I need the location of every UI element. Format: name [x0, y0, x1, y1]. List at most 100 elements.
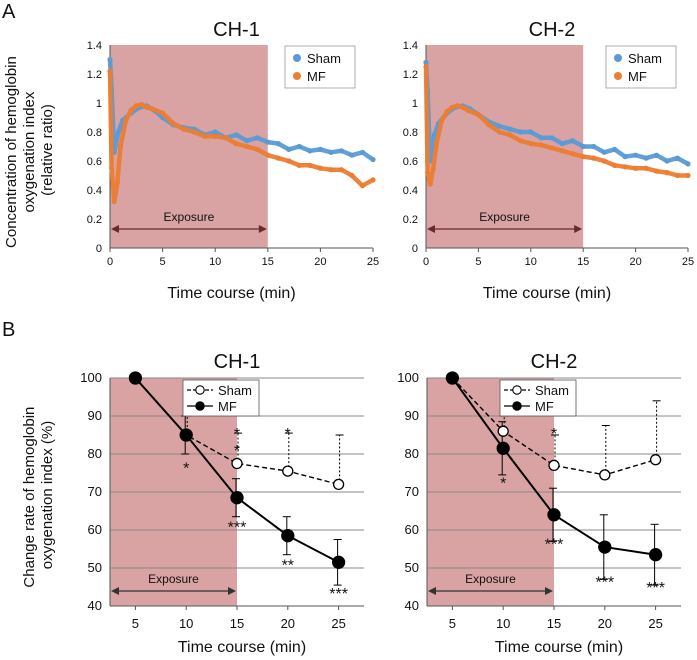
y-tick-label: 70 [405, 484, 419, 499]
data-point-sham [275, 141, 281, 147]
data-point-mf [664, 170, 670, 176]
data-point-mf [598, 540, 612, 554]
data-point-mf [423, 64, 429, 70]
data-point-mf [475, 112, 481, 118]
y-tick-label: 0.4 [403, 185, 418, 197]
data-point-mf [128, 107, 134, 113]
data-point-mf [427, 181, 433, 187]
data-point-sham [231, 457, 243, 470]
data-point-mf [244, 143, 250, 150]
y-tick-label: 100 [397, 370, 419, 385]
data-point-mf [496, 129, 502, 135]
x-tick-label: 25 [367, 256, 379, 268]
data-point-sham [643, 155, 649, 161]
exposure-arrow-head-left [428, 587, 436, 595]
data-point-mf [265, 152, 271, 158]
legend-label-mf: MF [218, 399, 237, 414]
y-tick-label: 1.2 [403, 69, 418, 81]
data-point-sham [115, 129, 122, 135]
data-point-mf [449, 104, 455, 110]
data-point-sham [370, 156, 376, 163]
data-point-mf [286, 158, 292, 164]
y-tick-label: 0.6 [403, 156, 418, 168]
data-point-mf [643, 165, 649, 171]
data-point-mf [114, 180, 120, 186]
data-point-mf [507, 132, 513, 138]
data-point-sham [286, 146, 292, 152]
data-point-mf [202, 133, 208, 139]
significance-marker: *** [646, 580, 665, 597]
data-point-mf [133, 103, 139, 109]
data-point-sham [649, 454, 662, 466]
data-point-sham [359, 149, 366, 155]
data-point-sham [622, 154, 628, 160]
data-point-mf [444, 109, 450, 115]
data-point-sham [423, 59, 429, 65]
data-point-mf [317, 165, 323, 171]
x-tick-label: 25 [331, 616, 345, 631]
data-point-mf [107, 68, 113, 74]
data-point-sham [570, 138, 576, 144]
y-tick-label: 1.2 [87, 69, 102, 81]
chart-title: CH-2 [529, 19, 576, 41]
data-point-mf [281, 529, 295, 543]
panel-a-ylabel-line-3: (relative ratio) [39, 104, 56, 196]
legend-marker-sham [195, 385, 205, 395]
data-point-mf [496, 441, 510, 455]
chart-b-ch2: 40 50 60 70 80 90 100 5 10 15 20 25 CH-2 Time course … [397, 351, 681, 656]
legend-label-mf: MF [535, 399, 554, 414]
data-point-mf [570, 151, 576, 157]
x-tick-label: 5 [132, 616, 139, 631]
data-point-mf [445, 371, 460, 385]
y-tick-label: 90 [88, 408, 102, 423]
data-point-sham [212, 129, 218, 135]
exposure-arrow-head-left [427, 225, 435, 233]
data-point-mf [528, 141, 534, 147]
significance-marker: *** [228, 519, 247, 536]
legend-marker-sham [512, 385, 522, 395]
legend-marker-sham [614, 54, 622, 62]
x-tick-label: 10 [525, 256, 537, 268]
data-point-mf [601, 158, 607, 164]
data-point-mf [359, 183, 366, 189]
chart-a-ch1: 0 0.2 0.4 0.6 0.8 1 1.2 1.4 0 5 10 15 20 25 CH-1 Time c… [87, 19, 379, 302]
legend-marker-mf [195, 401, 205, 411]
data-point-mf [486, 122, 492, 128]
x-axis-label: Time course (min) [483, 285, 611, 302]
x-tick-label: 5 [449, 616, 456, 631]
data-point-mf [465, 107, 471, 113]
chart-title: CH-1 [214, 351, 261, 373]
legend-box [499, 379, 577, 417]
x-tick-label: 0 [107, 256, 113, 268]
y-tick-label: 0.2 [87, 214, 102, 226]
data-point-sham [338, 148, 345, 154]
data-point-sham [601, 149, 607, 155]
data-point-sham [254, 135, 260, 141]
data-point-mf [424, 170, 431, 176]
data-point-sham [307, 148, 313, 154]
data-point-mf [138, 101, 145, 108]
data-point-mf [674, 172, 681, 179]
data-point-mf [653, 168, 660, 174]
data-point-mf [117, 143, 124, 150]
legend-label-sham: Sham [218, 383, 252, 398]
panel-b-ylabel-line-1: Change rate of hemoglobin [21, 407, 38, 588]
data-point-mf [685, 172, 691, 179]
data-point-mf [591, 155, 597, 161]
chart-title: CH-2 [531, 351, 578, 373]
data-point-sham [431, 132, 437, 138]
y-tick-label: 0 [412, 243, 418, 255]
legend-marker-sham [293, 54, 301, 62]
data-point-mf [149, 106, 155, 112]
data-point-mf [338, 167, 345, 173]
x-axis-label: Time course (min) [178, 639, 306, 656]
data-point-mf [296, 162, 302, 168]
legend-marker-mf [512, 401, 522, 411]
exposure-arrow-head-right [228, 587, 236, 595]
panel-b-ylabel-line-2: oxygenation index (%) [39, 421, 56, 569]
y-tick-label: 0.8 [403, 127, 418, 139]
data-point-sham [107, 56, 113, 63]
x-tick-label: 15 [547, 616, 561, 631]
data-point-sham [664, 158, 670, 164]
